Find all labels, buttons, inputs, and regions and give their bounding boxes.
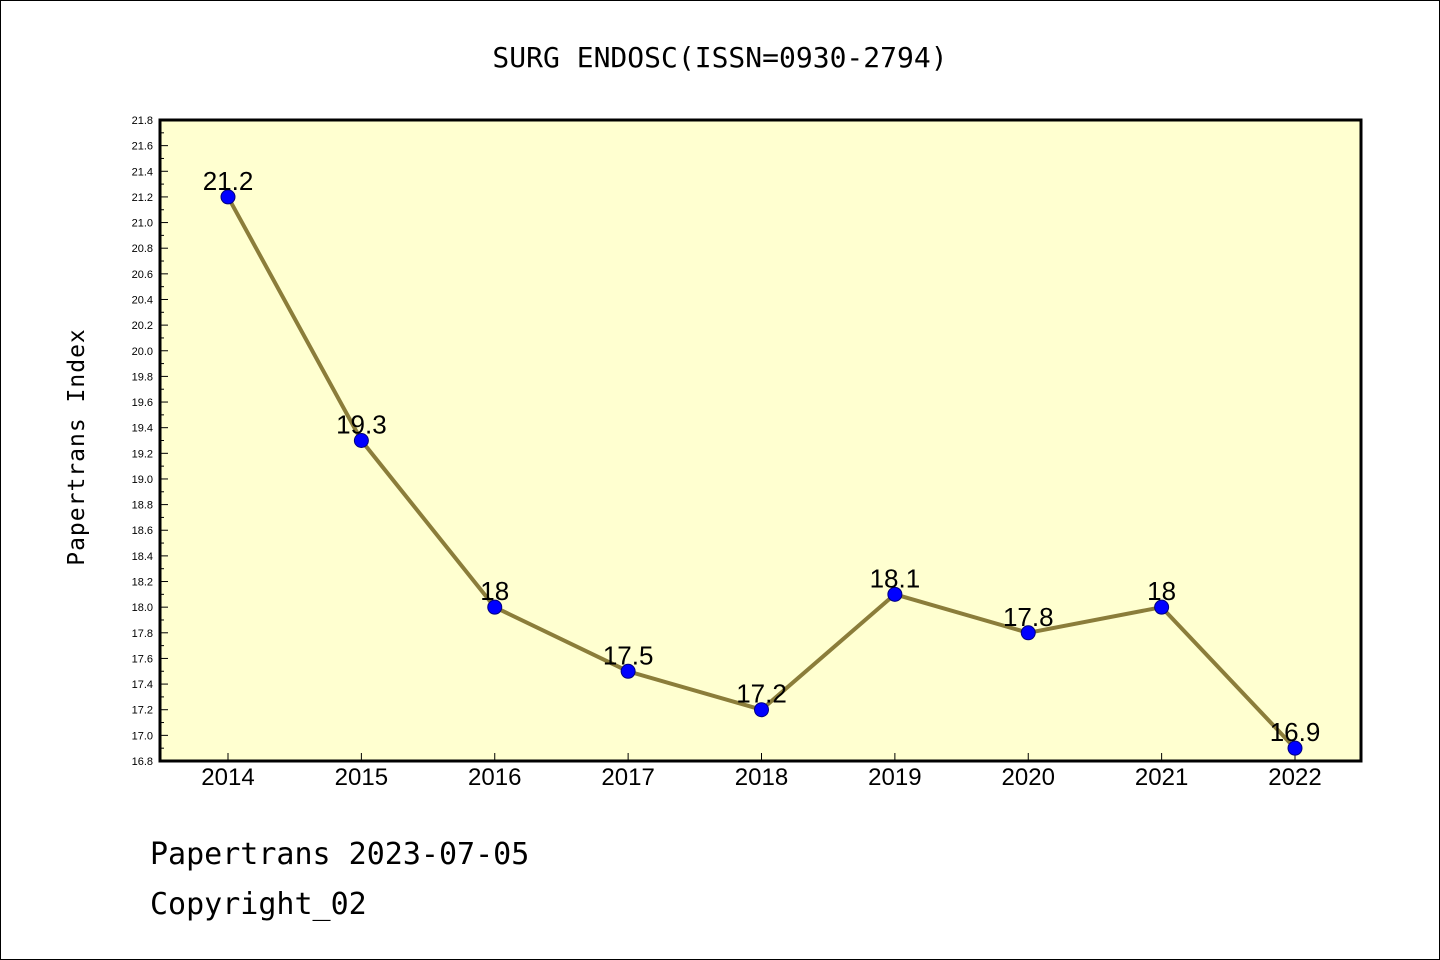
data-point <box>353 433 369 448</box>
x-tick-label: 2014 <box>201 764 254 791</box>
y-tick-label: 18.2 <box>132 577 153 589</box>
y-tick-label: 19.6 <box>132 397 153 409</box>
data-label: 18 <box>480 576 509 606</box>
chart-title: SURG ENDOSC(ISSN=0930-2794) <box>492 41 947 74</box>
y-tick-label: 21.8 <box>132 115 153 127</box>
data-point <box>887 586 903 602</box>
x-tick-label: 2022 <box>1268 764 1321 791</box>
data-point <box>620 663 636 679</box>
footer-date: Papertrans 2023-07-05 <box>150 837 529 872</box>
y-tick-label: 19.8 <box>132 371 153 383</box>
y-tick-label: 20.2 <box>132 320 153 332</box>
x-tick-label: 2015 <box>335 764 388 791</box>
data-point <box>1154 599 1170 615</box>
data-point <box>754 702 769 718</box>
y-tick-label: 17.6 <box>132 653 153 665</box>
data-label: 17.2 <box>736 679 787 709</box>
y-tick-label: 21.0 <box>132 218 153 230</box>
x-tick-label: 2018 <box>735 764 788 791</box>
y-tick-label: 18.4 <box>132 551 153 563</box>
y-tick-label: 21.6 <box>132 141 153 153</box>
y-axis-label: Papertrans Index <box>64 328 90 566</box>
x-tick-label: 2016 <box>468 764 521 791</box>
data-label: 18.1 <box>870 563 921 593</box>
data-label: 16.9 <box>1270 717 1321 747</box>
y-tick-label: 18.8 <box>132 500 153 512</box>
y-tick-label: 20.8 <box>132 243 153 255</box>
y-tick-label: 19.4 <box>132 423 153 435</box>
data-label: 17.8 <box>1003 602 1054 632</box>
data-label: 18 <box>1147 576 1176 606</box>
y-tick-label: 17.4 <box>132 679 153 691</box>
footer-copyright: Copyright_02 <box>150 887 367 922</box>
data-label: 19.3 <box>336 410 387 440</box>
y-tick-label: 19.2 <box>132 448 153 460</box>
x-tick-label: 2019 <box>868 764 921 791</box>
y-tick-label: 20.6 <box>132 269 153 281</box>
data-point <box>1020 625 1036 641</box>
y-tick-label: 17.8 <box>132 628 153 640</box>
y-tick-label: 21.4 <box>132 166 153 178</box>
data-markers <box>220 189 1303 756</box>
y-tick-label: 20.0 <box>132 346 153 358</box>
data-point <box>220 189 236 205</box>
data-point <box>487 599 503 615</box>
data-label: 17.5 <box>603 640 654 670</box>
x-tick-label: 2021 <box>1135 764 1188 791</box>
x-tick-label: 2017 <box>601 764 654 791</box>
y-tick-label: 16.8 <box>132 756 153 768</box>
y-tick-label: 19.0 <box>132 474 153 486</box>
y-tick-label: 18.0 <box>132 602 153 614</box>
x-axis: 2014 2015 2016 2017 2018 2019 2020 2021 2022 <box>201 753 1322 791</box>
data-label: 21.2 <box>203 166 254 196</box>
y-tick-label: 17.2 <box>132 705 153 717</box>
y-tick-label: 17.0 <box>132 730 153 742</box>
plot-area <box>158 118 1363 763</box>
data-point <box>1287 740 1303 756</box>
y-tick-label: 21.2 <box>132 192 153 204</box>
y-tick-label: 18.6 <box>132 525 153 537</box>
x-tick-label: 2020 <box>1002 764 1055 791</box>
data-labels: 21.2 19.3 18 17.5 17.2 18.1 17.8 18 16.9 <box>203 166 1321 747</box>
y-axis: 16.8 17.0 17.2 17.4 17.6 17.8 18.0 18.2 18.4 18.6… <box>132 115 168 768</box>
y-tick-label: 20.4 <box>132 294 153 306</box>
